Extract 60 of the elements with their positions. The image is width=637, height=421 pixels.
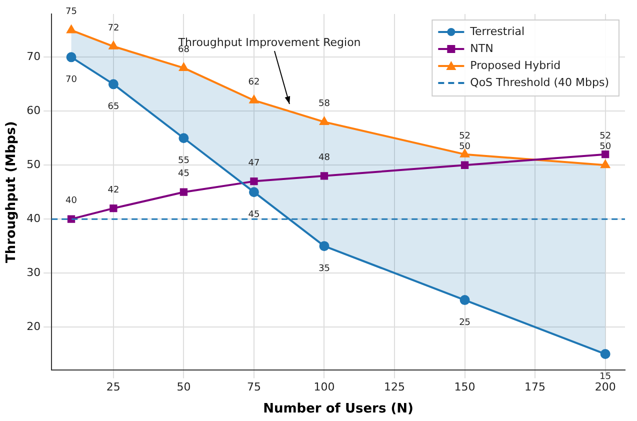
data-label: 25 — [459, 318, 471, 328]
legend-label: Proposed Hybrid — [470, 58, 561, 72]
point — [179, 62, 188, 71]
point — [460, 161, 469, 169]
data-label: 48 — [318, 152, 330, 163]
point — [248, 187, 259, 198]
point — [66, 52, 76, 62]
point — [460, 295, 470, 306]
data-label: 58 — [318, 98, 330, 109]
data-label: 52 — [459, 131, 471, 142]
x-tick-label: 50 — [176, 380, 191, 394]
x-tick-label: 200 — [594, 380, 616, 394]
data-label: 15 — [600, 372, 612, 382]
data-label: 45 — [248, 210, 260, 220]
x-tick-label: 100 — [314, 380, 335, 394]
point — [110, 204, 118, 212]
data-label: 45 — [178, 169, 190, 180]
data-label: 35 — [318, 264, 330, 274]
y-tick-label: 60 — [26, 104, 41, 118]
data-label: 75 — [66, 7, 77, 18]
y-tick-label: 30 — [26, 266, 41, 279]
data-label: 47 — [248, 158, 260, 168]
data-label: 40 — [66, 196, 78, 206]
x-tick-label: 125 — [384, 380, 406, 394]
y-tick-label: 40 — [26, 212, 41, 225]
data-label: 50 — [600, 142, 612, 152]
point — [319, 241, 330, 252]
data-label: 72 — [108, 23, 120, 34]
point — [250, 95, 258, 104]
x-tick-label: 150 — [454, 380, 476, 394]
x-tick-label: 25 — [106, 380, 120, 394]
x-tick-label: 75 — [246, 380, 261, 394]
point — [600, 349, 610, 360]
data-label: 42 — [108, 185, 120, 196]
point — [108, 79, 118, 90]
y-tick-label: 20 — [26, 320, 41, 333]
legend-label: QoS Threshold (40 Mbps) — [470, 76, 610, 89]
point — [66, 25, 76, 34]
point — [108, 41, 118, 50]
y-tick-label: 70 — [26, 50, 41, 64]
point — [250, 177, 258, 186]
data-label: 70 — [66, 75, 78, 86]
x-tick-label: 175 — [524, 380, 546, 394]
data-label: 62 — [248, 77, 260, 88]
data-label: 65 — [108, 102, 120, 112]
point — [178, 133, 189, 144]
point — [460, 149, 470, 158]
data-label: 55 — [178, 156, 190, 166]
legend-label: NTN — [470, 42, 494, 55]
y-tick-label: 50 — [26, 158, 41, 171]
data-label: 50 — [459, 142, 471, 152]
x-axis-title: Number of Users (N) — [263, 402, 414, 417]
data-label: 52 — [600, 131, 612, 142]
legend-label: Terrestrial — [469, 24, 525, 38]
y-axis-title: Throughput (Mbps) — [4, 121, 20, 263]
point — [320, 116, 329, 125]
point — [320, 172, 328, 180]
point — [601, 150, 610, 158]
point — [180, 188, 188, 196]
point — [600, 160, 610, 168]
